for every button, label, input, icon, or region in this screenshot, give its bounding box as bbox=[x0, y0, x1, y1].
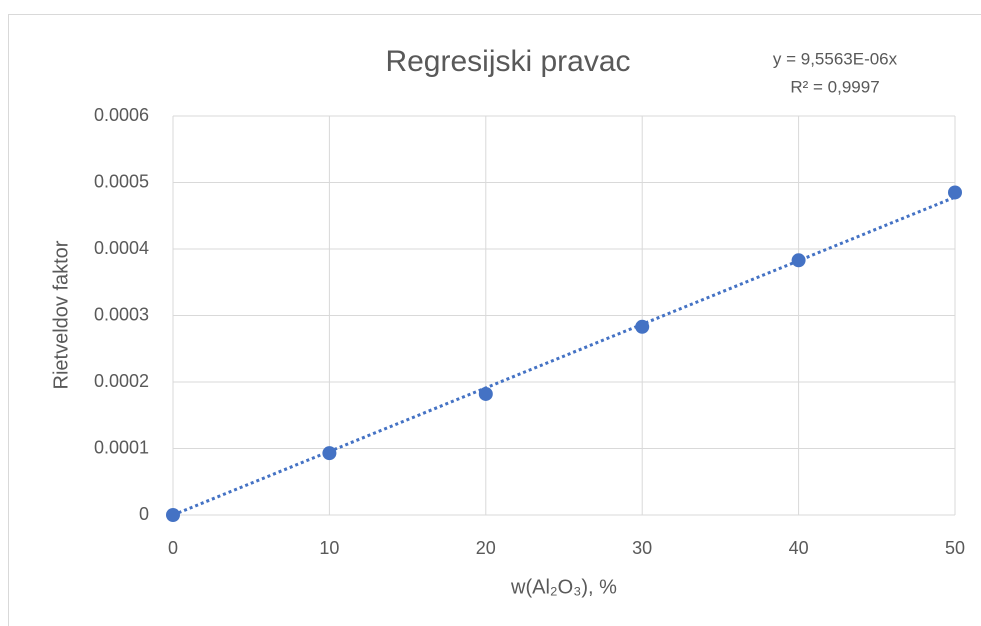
trendline bbox=[172, 195, 956, 517]
data-point bbox=[166, 508, 180, 522]
x-tick-label: 40 bbox=[789, 538, 809, 558]
trendline-r2: R² = 0,9997 bbox=[790, 77, 879, 96]
y-tick-label: 0.0003 bbox=[94, 304, 149, 324]
x-tick-label: 0 bbox=[168, 538, 178, 558]
x-tick-label: 30 bbox=[632, 538, 652, 558]
data-point bbox=[322, 446, 337, 461]
data-point bbox=[948, 185, 962, 200]
data-point bbox=[635, 319, 650, 334]
chart-border bbox=[8, 14, 981, 626]
y-tick-label: 0.0004 bbox=[94, 238, 149, 258]
y-tick-label: 0.0005 bbox=[94, 171, 149, 191]
data-point bbox=[478, 386, 493, 401]
y-tick-label: 0.0001 bbox=[94, 437, 149, 457]
y-tick-label: 0.0002 bbox=[94, 371, 149, 391]
x-tick-label: 50 bbox=[945, 538, 965, 558]
data-point bbox=[791, 253, 806, 268]
y-axis-title: Rietveldov faktor bbox=[50, 240, 72, 389]
y-tick-label: 0 bbox=[139, 504, 149, 524]
x-tick-label: 20 bbox=[476, 538, 496, 558]
x-axis-title: w(Al₂O₃), % bbox=[510, 576, 617, 598]
y-tick-label: 0.0006 bbox=[94, 105, 149, 125]
chart-title: Regresijski pravac bbox=[385, 45, 630, 78]
trendline-equation: y = 9,5563E-06x bbox=[773, 49, 898, 68]
x-tick-label: 10 bbox=[319, 538, 339, 558]
